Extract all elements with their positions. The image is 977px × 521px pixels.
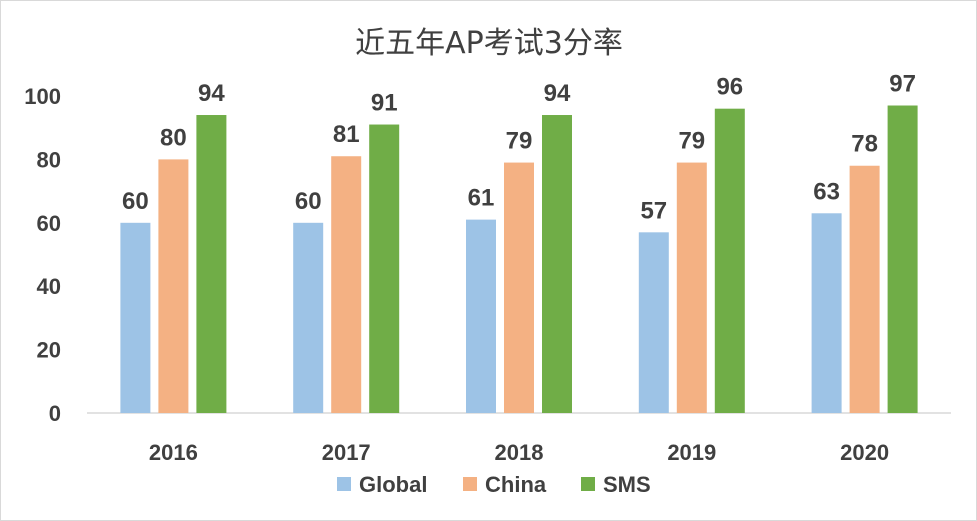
y-tick-label: 100 — [24, 84, 61, 109]
y-tick-label: 80 — [37, 147, 61, 172]
data-labels-group: 60 80 94 60 81 91 61 79 94 57 79 96 63 78 97 — [122, 71, 916, 225]
bar-sms-2020 — [887, 105, 918, 413]
data-label: 57 — [640, 197, 667, 224]
bar-sms-2017 — [369, 124, 400, 413]
data-label: 97 — [889, 71, 916, 98]
y-tick-label: 60 — [37, 211, 61, 236]
chart-title: 近五年AP考试3分率 — [355, 26, 623, 61]
data-label: 79 — [678, 128, 705, 155]
bar-china-2018 — [504, 162, 534, 413]
data-label: 60 — [295, 188, 322, 215]
y-axis: 0 20 40 60 80 100 — [24, 84, 61, 426]
bar-china-2017 — [331, 156, 362, 414]
data-label: 96 — [716, 74, 743, 101]
bar-china-2016 — [158, 159, 189, 413]
legend-label: SMS — [603, 472, 651, 497]
data-label: 80 — [160, 124, 187, 151]
y-tick-label: 20 — [37, 338, 61, 363]
x-tick-label: 2016 — [149, 440, 198, 465]
data-label: 78 — [851, 131, 878, 158]
legend-swatch-china — [463, 477, 477, 491]
bar-global-2018 — [466, 219, 496, 413]
x-tick-label: 2020 — [840, 440, 889, 465]
y-tick-label: 0 — [49, 401, 61, 426]
legend-label: Global — [359, 472, 427, 497]
y-tick-label: 40 — [37, 274, 61, 299]
bar-sms-2018 — [542, 115, 572, 414]
bar-global-2017 — [293, 222, 324, 413]
legend: Global China SMS — [337, 472, 651, 497]
data-label: 94 — [544, 80, 571, 107]
data-label: 91 — [371, 90, 398, 117]
x-tick-label: 2019 — [667, 440, 716, 465]
bar-sms-2019 — [714, 108, 745, 414]
legend-swatch-sms — [581, 477, 595, 491]
bars-group — [120, 105, 918, 414]
data-label: 79 — [506, 128, 533, 155]
data-label: 94 — [198, 80, 225, 107]
data-label: 81 — [333, 121, 360, 148]
bar-sms-2016 — [196, 115, 227, 414]
bar-china-2020 — [849, 165, 880, 413]
legend-label: China — [485, 472, 547, 497]
data-label: 60 — [122, 188, 149, 215]
data-label: 63 — [813, 178, 840, 205]
legend-swatch-global — [337, 477, 351, 491]
x-axis-labels: 2016 2017 2018 2019 2020 — [149, 440, 889, 465]
bar-china-2019 — [676, 162, 707, 413]
bar-global-2020 — [811, 213, 842, 413]
bar-global-2019 — [638, 232, 669, 413]
x-tick-label: 2018 — [495, 440, 544, 465]
bar-global-2016 — [120, 222, 151, 413]
data-label: 61 — [468, 185, 495, 212]
x-tick-label: 2017 — [322, 440, 371, 465]
